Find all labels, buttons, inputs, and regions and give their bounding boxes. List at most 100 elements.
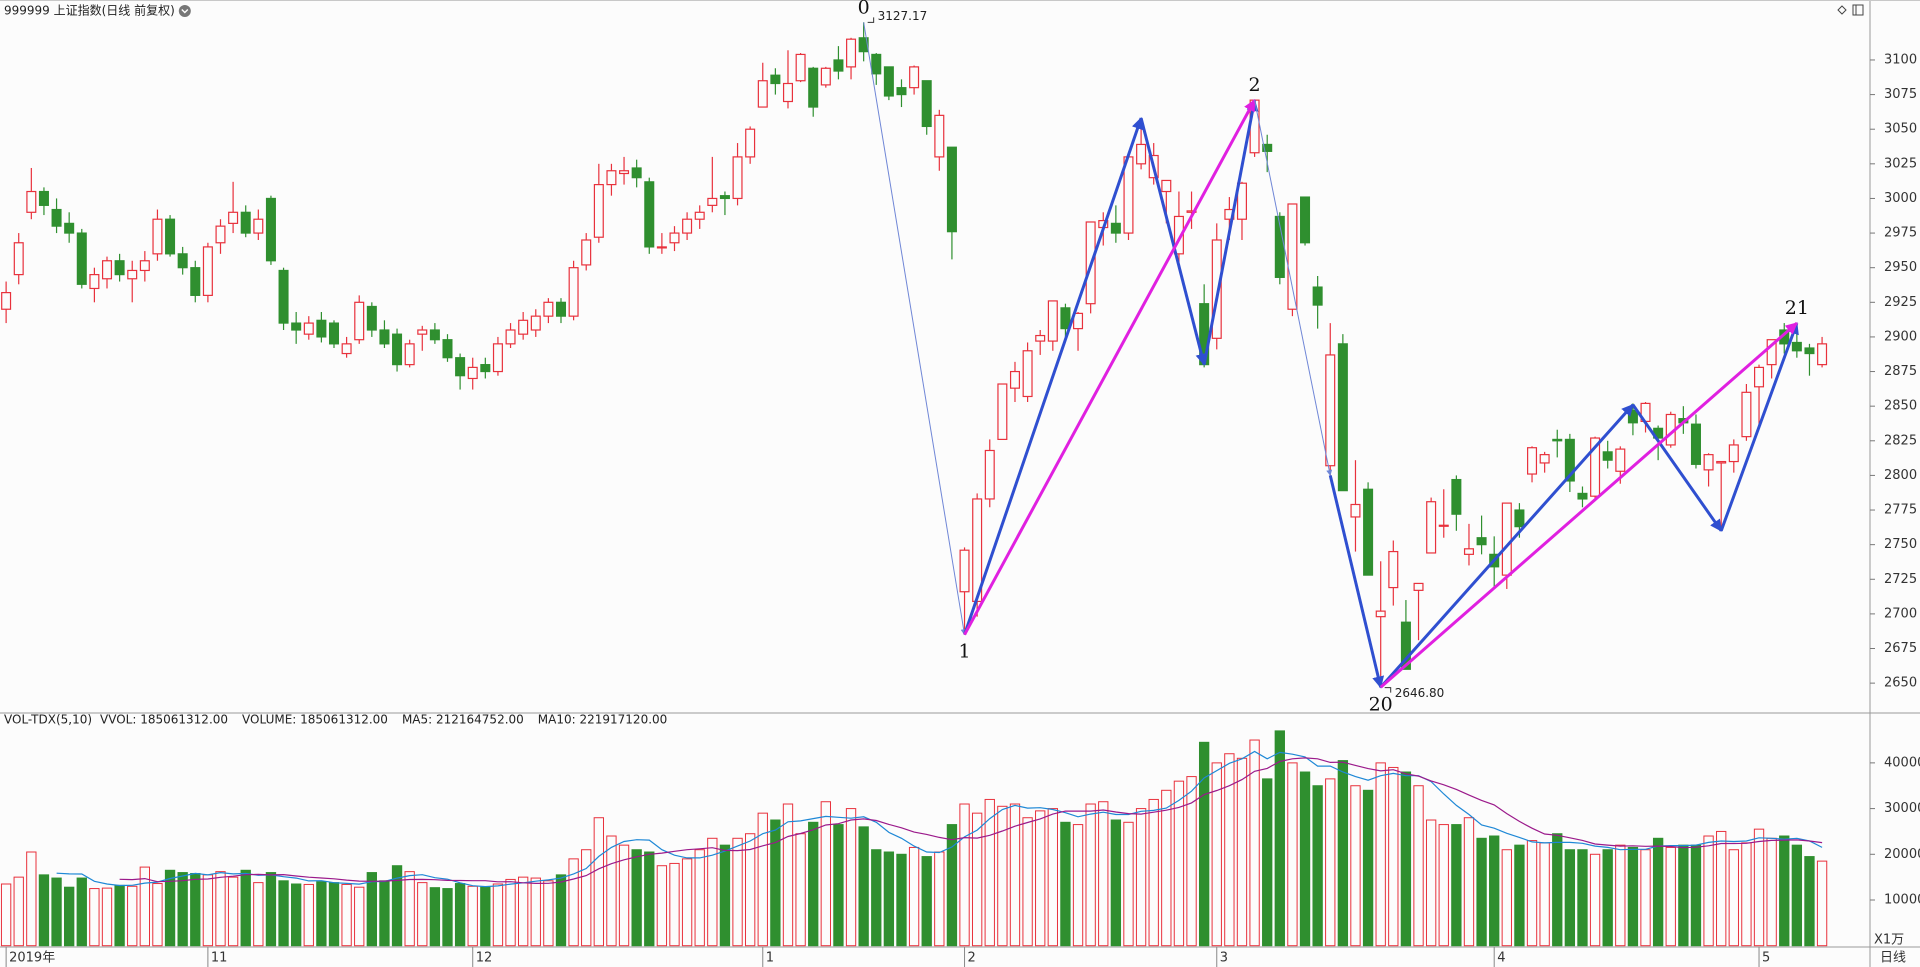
y-tick-label: 3000 — [1884, 191, 1917, 206]
candle-body — [240, 211, 251, 234]
candle-body — [1413, 582, 1424, 591]
candle-body — [631, 167, 642, 179]
volume-bar — [1451, 824, 1462, 947]
y-tick-label: 2650 — [1884, 676, 1917, 691]
wave-line — [1631, 403, 1723, 532]
volume-bar — [555, 874, 567, 947]
volume-bar — [808, 821, 819, 947]
menu-circle[interactable] — [178, 5, 191, 17]
volume-bar — [265, 872, 277, 947]
y-tick-label: 3100 — [1884, 52, 1917, 67]
volume-bar — [1009, 803, 1021, 947]
volume-bar — [833, 824, 844, 947]
volume-bar — [417, 882, 428, 947]
y-tick-label: 2925 — [1884, 295, 1917, 310]
volume-bar — [215, 871, 226, 947]
candle-body — [13, 242, 24, 276]
diamond-icon[interactable] — [1837, 5, 1847, 15]
volume-bar — [114, 884, 125, 947]
volume-bar — [89, 888, 100, 947]
volume-ma-line — [119, 757, 1823, 885]
candle-body — [530, 315, 541, 331]
volume-bar — [1615, 844, 1626, 947]
volume-bar — [1526, 840, 1538, 947]
window-icon[interactable] — [1852, 4, 1864, 16]
candle-body — [38, 190, 49, 206]
volume-bar — [757, 812, 768, 947]
volume-bar — [1161, 789, 1172, 947]
volume-bar — [290, 883, 302, 947]
candle-body — [1173, 215, 1184, 255]
indicator-label: MA10: 221917120.00 — [538, 713, 668, 727]
candle-body — [505, 329, 516, 345]
candle-body — [215, 225, 226, 244]
volume-bar — [404, 871, 415, 947]
candle-body — [341, 343, 352, 355]
candle-body — [694, 211, 705, 220]
candle-body — [871, 53, 882, 75]
volume-bar — [1299, 771, 1311, 947]
volume-bar — [454, 883, 466, 947]
volume-bar — [1224, 753, 1235, 947]
candle-body — [555, 301, 567, 317]
volume-bar — [1287, 762, 1298, 947]
candle-body — [959, 549, 970, 593]
volume-bar — [278, 880, 289, 947]
volume-bar — [971, 812, 983, 947]
candle-body — [934, 114, 945, 158]
candle-body — [1627, 409, 1638, 424]
volume-bar — [820, 801, 831, 947]
volume-bar — [1047, 808, 1058, 947]
volume-bar — [744, 833, 756, 947]
candle-body — [404, 343, 415, 366]
candle-body — [51, 208, 62, 227]
volume-bar — [517, 876, 529, 947]
menu-chevron[interactable] — [181, 9, 189, 14]
volume-bar — [1728, 849, 1739, 947]
volume-bar — [606, 835, 617, 947]
candle-body — [467, 366, 478, 380]
candle-body — [202, 246, 213, 296]
x-tick-label: 2019年 — [9, 951, 55, 966]
volume-bar — [1350, 785, 1361, 947]
volume-bar — [1388, 766, 1399, 947]
title-menu-icon[interactable] — [178, 5, 191, 17]
volume-bar — [618, 844, 630, 947]
candle-body — [1426, 501, 1437, 554]
volume-bar — [366, 872, 377, 947]
candle-body — [442, 339, 453, 359]
volume-bar — [1564, 849, 1576, 947]
wave-label: 20 — [1369, 694, 1393, 716]
volume-bar — [896, 853, 907, 947]
volume-bar — [1438, 824, 1449, 947]
volume-bar — [76, 877, 87, 947]
volume-bar — [908, 846, 920, 947]
volume-tick-label: 10000 — [1884, 892, 1920, 907]
volume-bar — [1236, 757, 1248, 947]
volume-bar — [379, 880, 390, 947]
candle-body — [1325, 354, 1336, 467]
volume-bar — [984, 798, 995, 947]
candle-body — [1703, 454, 1714, 471]
y-tick-label: 2900 — [1884, 329, 1917, 344]
volume-bar — [719, 844, 731, 947]
volume-bar — [644, 851, 655, 947]
x-tick-label: 1 — [766, 951, 774, 966]
y-tick-label: 2675 — [1884, 641, 1917, 656]
volume-bar — [202, 874, 214, 947]
wave-line — [1379, 403, 1635, 689]
volume-bar — [871, 849, 882, 947]
volume-bar — [1198, 741, 1210, 947]
candle-body — [1728, 444, 1739, 463]
candle-body — [1615, 448, 1626, 472]
x-tick-label: 11 — [211, 951, 228, 966]
candle-body — [89, 274, 100, 290]
candle-body — [606, 170, 617, 186]
candle-body — [1287, 203, 1298, 310]
volume-bar — [303, 883, 314, 947]
volume-bar — [1476, 837, 1487, 947]
volume-bar — [1312, 785, 1323, 947]
y-tick-label: 2875 — [1884, 364, 1917, 379]
volume-bar — [530, 877, 541, 947]
candle-body — [1766, 339, 1777, 366]
